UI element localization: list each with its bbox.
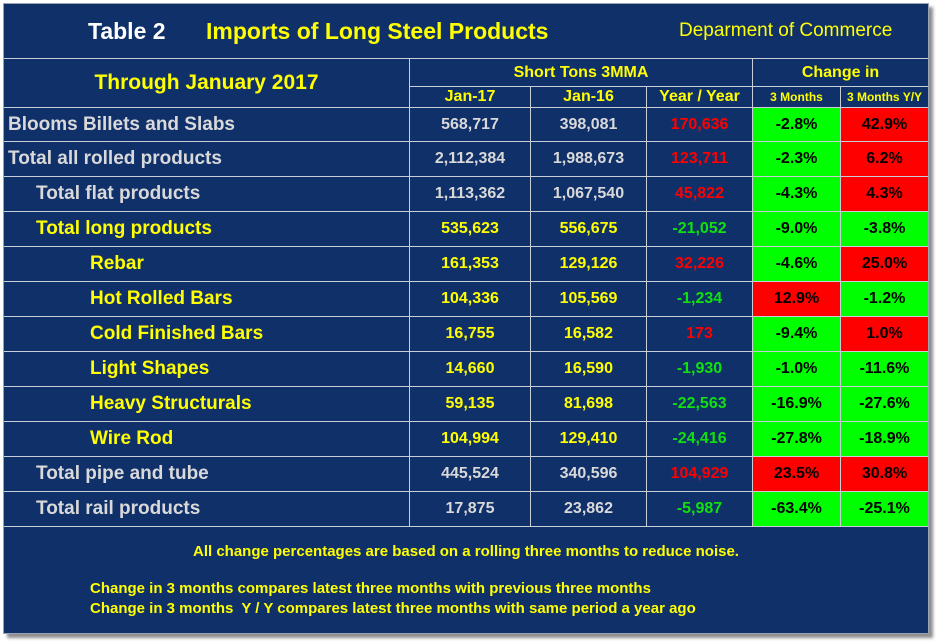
row-label: Total rail products <box>4 492 409 527</box>
row-label: Total all rolled products <box>4 142 409 177</box>
cell-jan-16: 16,582 <box>530 317 646 352</box>
cell-jan-16: 81,698 <box>530 387 646 422</box>
cell-year-over-year: 173 <box>646 317 752 352</box>
row-label: Light Shapes <box>4 352 409 387</box>
column-group-short-tons: Short Tons 3MMA <box>409 59 752 87</box>
cell-change-3-months: 23.5% <box>752 457 840 492</box>
column-header-change-3-months-yy: 3 Months Y/Y <box>840 87 928 108</box>
cell-change-3-months-yy: -3.8% <box>840 212 928 247</box>
cell-change-3-months-yy: 1.0% <box>840 317 928 352</box>
cell-change-3-months-yy: -18.9% <box>840 422 928 457</box>
cell-change-3-months-yy: 42.9% <box>840 108 928 142</box>
cell-change-3-months: -27.8% <box>752 422 840 457</box>
period-header: Through January 2017 <box>4 59 409 108</box>
cell-jan-17: 535,623 <box>409 212 530 247</box>
title-bar: Table 2 Imports of Long Steel Products D… <box>4 4 928 58</box>
cell-jan-16: 1,988,673 <box>530 142 646 177</box>
cell-change-3-months-yy: 4.3% <box>840 177 928 212</box>
cell-change-3-months-yy: -11.6% <box>840 352 928 387</box>
cell-jan-17: 17,875 <box>409 492 530 527</box>
column-header-jan-17: Jan-17 <box>409 87 530 108</box>
cell-year-over-year: 104,929 <box>646 457 752 492</box>
row-label: Wire Rod <box>4 422 409 457</box>
cell-jan-16: 1,067,540 <box>530 177 646 212</box>
cell-year-over-year: -1,930 <box>646 352 752 387</box>
row-label: Hot Rolled Bars <box>4 282 409 317</box>
cell-jan-16: 105,569 <box>530 282 646 317</box>
cell-year-over-year: -24,416 <box>646 422 752 457</box>
cell-jan-16: 556,675 <box>530 212 646 247</box>
cell-change-3-months-yy: -25.1% <box>840 492 928 527</box>
table-title: Imports of Long Steel Products <box>206 18 549 44</box>
row-label: Cold Finished Bars <box>4 317 409 352</box>
source-label: Deparment of Commerce <box>679 20 893 41</box>
cell-jan-17: 161,353 <box>409 247 530 282</box>
cell-jan-17: 104,994 <box>409 422 530 457</box>
cell-year-over-year: -1,234 <box>646 282 752 317</box>
footnote-3-months-yy: Change in 3 months Y / Y compares latest… <box>90 600 696 617</box>
cell-change-3-months: -2.3% <box>752 142 840 177</box>
cell-change-3-months: -9.4% <box>752 317 840 352</box>
cell-jan-16: 129,126 <box>530 247 646 282</box>
cell-change-3-months: -1.0% <box>752 352 840 387</box>
cell-year-over-year: 45,822 <box>646 177 752 212</box>
cell-change-3-months-yy: 25.0% <box>840 247 928 282</box>
cell-change-3-months-yy: 30.8% <box>840 457 928 492</box>
cell-change-3-months: -16.9% <box>752 387 840 422</box>
cell-jan-16: 16,590 <box>530 352 646 387</box>
cell-jan-17: 568,717 <box>409 108 530 142</box>
footnote-3-months: Change in 3 months compares latest three… <box>90 580 651 597</box>
cell-jan-17: 2,112,384 <box>409 142 530 177</box>
cell-change-3-months: -9.0% <box>752 212 840 247</box>
column-header-year-over-year: Year / Year <box>646 87 752 108</box>
row-label: Rebar <box>4 247 409 282</box>
cell-change-3-months: -4.3% <box>752 177 840 212</box>
row-label: Total pipe and tube <box>4 457 409 492</box>
row-label: Total long products <box>4 212 409 247</box>
row-label: Heavy Structurals <box>4 387 409 422</box>
cell-year-over-year: 32,226 <box>646 247 752 282</box>
cell-year-over-year: -21,052 <box>646 212 752 247</box>
cell-jan-16: 129,410 <box>530 422 646 457</box>
cell-year-over-year: -22,563 <box>646 387 752 422</box>
cell-change-3-months: 12.9% <box>752 282 840 317</box>
cell-jan-16: 340,596 <box>530 457 646 492</box>
cell-jan-17: 59,135 <box>409 387 530 422</box>
cell-jan-17: 445,524 <box>409 457 530 492</box>
cell-jan-17: 14,660 <box>409 352 530 387</box>
cell-change-3-months: -4.6% <box>752 247 840 282</box>
cell-change-3-months-yy: -27.6% <box>840 387 928 422</box>
cell-jan-17: 16,755 <box>409 317 530 352</box>
cell-year-over-year: 123,711 <box>646 142 752 177</box>
cell-year-over-year: 170,636 <box>646 108 752 142</box>
cell-jan-16: 23,862 <box>530 492 646 527</box>
data-table: Through January 2017 Short Tons 3MMA Cha… <box>4 58 928 527</box>
row-label: Blooms Billets and Slabs <box>4 108 409 142</box>
column-header-change-3-months: 3 Months <box>752 87 840 108</box>
cell-change-3-months: -63.4% <box>752 492 840 527</box>
cell-change-3-months-yy: 6.2% <box>840 142 928 177</box>
table-panel: Table 2 Imports of Long Steel Products D… <box>3 3 929 634</box>
cell-jan-17: 1,113,362 <box>409 177 530 212</box>
cell-jan-17: 104,336 <box>409 282 530 317</box>
footnote-rolling-average: All change percentages are based on a ro… <box>193 543 739 560</box>
table-number: Table 2 <box>88 18 166 44</box>
column-group-change: Change in <box>752 59 928 87</box>
row-label: Total flat products <box>4 177 409 212</box>
cell-jan-16: 398,081 <box>530 108 646 142</box>
column-header-jan-16: Jan-16 <box>530 87 646 108</box>
cell-change-3-months-yy: -1.2% <box>840 282 928 317</box>
cell-year-over-year: -5,987 <box>646 492 752 527</box>
cell-change-3-months: -2.8% <box>752 108 840 142</box>
